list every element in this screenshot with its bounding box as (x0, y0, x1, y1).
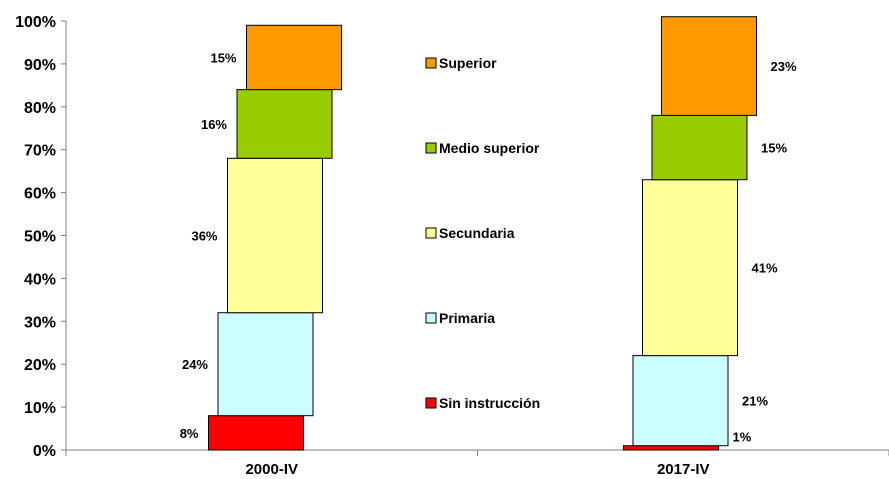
legend-label: Primaria (439, 310, 495, 326)
y-tick-label: 40% (24, 271, 56, 288)
bar-segment (632, 355, 729, 447)
bar-segment (217, 312, 314, 417)
data-label: 16% (201, 117, 227, 132)
legend-label: Medio superior (439, 140, 540, 156)
bar-segment (661, 16, 757, 116)
bar-segment (227, 157, 323, 314)
bar-segment (651, 114, 748, 181)
legend: Superior Medio superior Secundaria Primaria… (425, 55, 540, 411)
y-tick-label: 30% (24, 314, 56, 331)
y-tick-label: 10% (24, 400, 56, 417)
data-label: 23% (771, 59, 797, 74)
data-label: 24% (182, 357, 208, 372)
bar-segment (236, 89, 333, 159)
data-label: 8% (180, 426, 199, 441)
y-tick-label: 60% (24, 186, 56, 203)
y-tick-label: 20% (24, 357, 56, 374)
bar-segment (623, 445, 719, 451)
legend-swatch (425, 142, 437, 154)
y-tick-label: 0% (33, 443, 56, 460)
axes: 0% 10% 20% 30% 40% 50% 60% 70% 80% 90% 100% 2000-IV… (15, 14, 889, 478)
bars (208, 16, 757, 451)
legend-label: Secundaria (439, 225, 515, 241)
data-label: 21% (742, 394, 768, 409)
y-tick-label: 80% (24, 100, 56, 117)
legend-label: Superior (439, 55, 497, 71)
legend-swatch (425, 312, 437, 324)
legend-swatch (425, 227, 437, 239)
bar-segment (208, 415, 304, 451)
x-category-label: 2000-IV (245, 461, 298, 478)
y-tick-label: 100% (15, 14, 56, 31)
data-labels: 8% 24% 36% 16% 15% 1% 21% 41% 15% 23% (180, 50, 797, 444)
y-tick-label: 90% (24, 57, 56, 74)
legend-swatch (425, 397, 437, 409)
y-tick-label: 70% (24, 143, 56, 160)
legend-swatch (425, 57, 437, 69)
data-label: 41% (752, 261, 778, 276)
data-label: 36% (191, 229, 217, 244)
data-label: 15% (761, 141, 787, 156)
bar-segment (642, 179, 738, 357)
data-label: 1% (733, 430, 752, 445)
x-category-label: 2017-IV (657, 461, 710, 478)
y-tick-label: 50% (24, 229, 56, 246)
legend-label: Sin instrucción (439, 395, 540, 411)
data-label: 15% (210, 50, 236, 65)
bar-segment (246, 24, 342, 91)
